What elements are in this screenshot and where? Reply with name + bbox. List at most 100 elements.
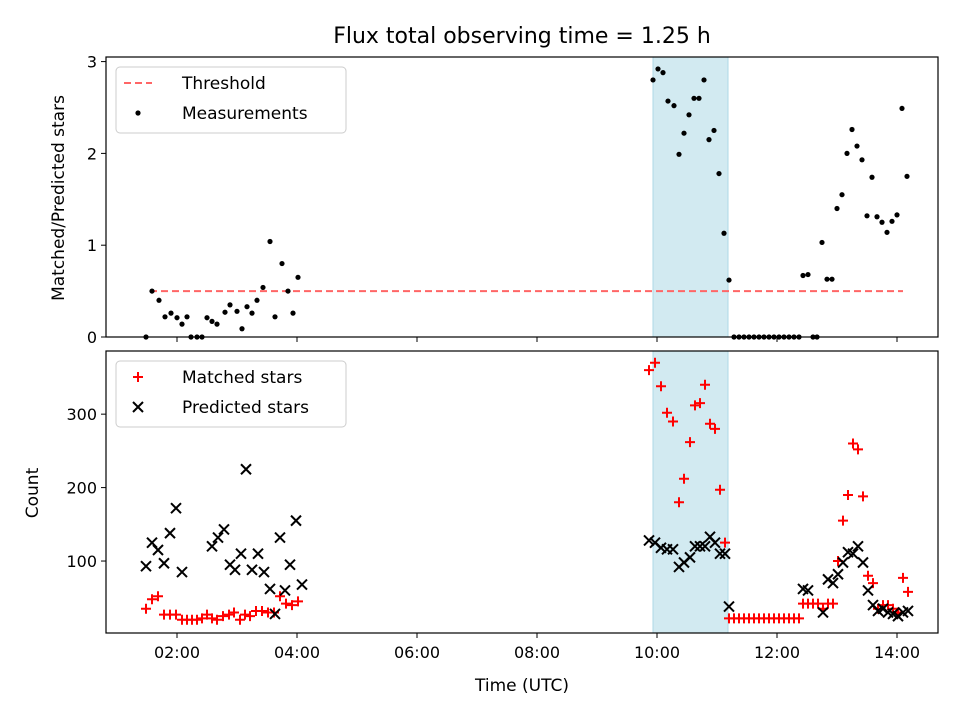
matched-star-point (656, 381, 666, 392)
matched-star-point (720, 537, 730, 548)
predicted-star-point (643, 534, 655, 547)
matched-star-point (813, 598, 823, 609)
matched-star-point (275, 591, 285, 602)
predicted-star-point (229, 564, 241, 576)
predicted-star-point (176, 566, 188, 578)
bottom-ytick-label: 100 (66, 552, 97, 571)
bottom-axes-frame (105, 350, 939, 634)
predicted-star-point (279, 584, 291, 597)
matched-star-point (700, 379, 710, 390)
measurement-point (844, 150, 850, 156)
measurement-point (655, 66, 661, 72)
predicted-star-point (240, 463, 252, 475)
predicted-star-point (290, 514, 302, 527)
predicted-star-point (827, 577, 839, 589)
predicted-star-point (857, 556, 869, 569)
matched-star-point (853, 444, 863, 455)
predicted-star-point (802, 584, 814, 597)
bottom-shaded-interval (652, 350, 729, 634)
measurement-point (691, 95, 697, 101)
measurement-point (889, 218, 895, 224)
predicted-star-point (832, 568, 844, 580)
matched-star-point (644, 365, 654, 376)
measurement-point (234, 308, 240, 314)
top-ytick-label: 0 (87, 328, 97, 347)
matched-star-point (828, 598, 838, 609)
measurement-point (267, 238, 273, 245)
measurement-point (660, 70, 666, 76)
predicted-star-point (862, 584, 874, 597)
matched-star-point (153, 591, 163, 602)
xtick-label: 06:00 (394, 643, 440, 662)
bottom-ylabel: Count (23, 467, 43, 518)
measurement-point (149, 288, 155, 294)
matched-star-point (218, 611, 228, 622)
matched-star-point (668, 416, 678, 427)
bottom-ytick-label: 300 (66, 405, 97, 424)
matched-star-point (794, 613, 804, 624)
matched-star-point (685, 437, 695, 448)
bottom-legend-box (115, 360, 347, 428)
matched-star-point (281, 598, 291, 609)
xtick-label: 08:00 (514, 643, 560, 662)
matched-star-point (690, 400, 700, 411)
measurement-point (834, 205, 840, 212)
top-shaded-interval (652, 56, 729, 338)
predicted-star-point (252, 547, 264, 560)
xtick-label: 04:00 (274, 643, 320, 662)
predicted-star-point (164, 527, 176, 539)
matched-star-point (843, 489, 853, 500)
matched-star-point (695, 398, 705, 409)
measurement-point (254, 297, 260, 303)
top-axes-frame (105, 56, 939, 338)
measurement-point (711, 127, 717, 134)
predicted-star-point (709, 536, 721, 549)
matched-star-point (863, 570, 873, 581)
chart-title: Flux total observing time = 1.25 h (333, 24, 711, 49)
matched-star-point (858, 491, 868, 502)
legend-label: Threshold (181, 74, 266, 94)
measurement-point (174, 315, 180, 321)
measurement-point (854, 143, 860, 149)
matched-star-point (229, 607, 239, 618)
predicted-star-point (264, 583, 276, 595)
measurement-point (209, 318, 215, 324)
matched-star-point (650, 357, 660, 368)
measurement-point (671, 103, 677, 109)
matched-star-point (293, 596, 303, 607)
predicted-star-point (296, 578, 308, 591)
matched-star-point (171, 609, 181, 620)
predicted-star-point (817, 606, 829, 619)
measurement-point (894, 212, 900, 218)
predicted-star-point (246, 564, 258, 576)
measurement-point (904, 173, 910, 179)
xtick-label: 12:00 (754, 643, 800, 662)
xtick-label: 02:00 (154, 643, 200, 662)
legend-label: Measurements (182, 104, 308, 124)
measurement-point (244, 304, 250, 310)
measurement-point (879, 219, 885, 225)
measurement-point (696, 95, 702, 101)
matched-star-point (147, 594, 157, 605)
measurement-point (179, 321, 185, 327)
predicted-star-point (714, 547, 726, 560)
predicted-star-point (258, 566, 270, 578)
measurement-point (805, 271, 811, 278)
matched-star-point (192, 614, 202, 625)
measurement-point (681, 130, 687, 136)
matched-star-point (235, 614, 245, 625)
predicted-star-point (684, 551, 696, 564)
matched-star-point (245, 611, 255, 622)
matched-star-point (705, 418, 715, 429)
matched-star-point (715, 484, 725, 495)
predicted-star-point (694, 540, 706, 553)
predicted-star-point (269, 608, 281, 620)
measurement-point (726, 277, 732, 283)
top-ytick-label: 2 (87, 144, 97, 163)
predicted-star-point (902, 605, 914, 617)
predicted-star-point (837, 556, 849, 569)
xtick-label: 14:00 (874, 643, 920, 662)
matched-star-point (710, 423, 720, 434)
measurement-point (884, 229, 890, 235)
